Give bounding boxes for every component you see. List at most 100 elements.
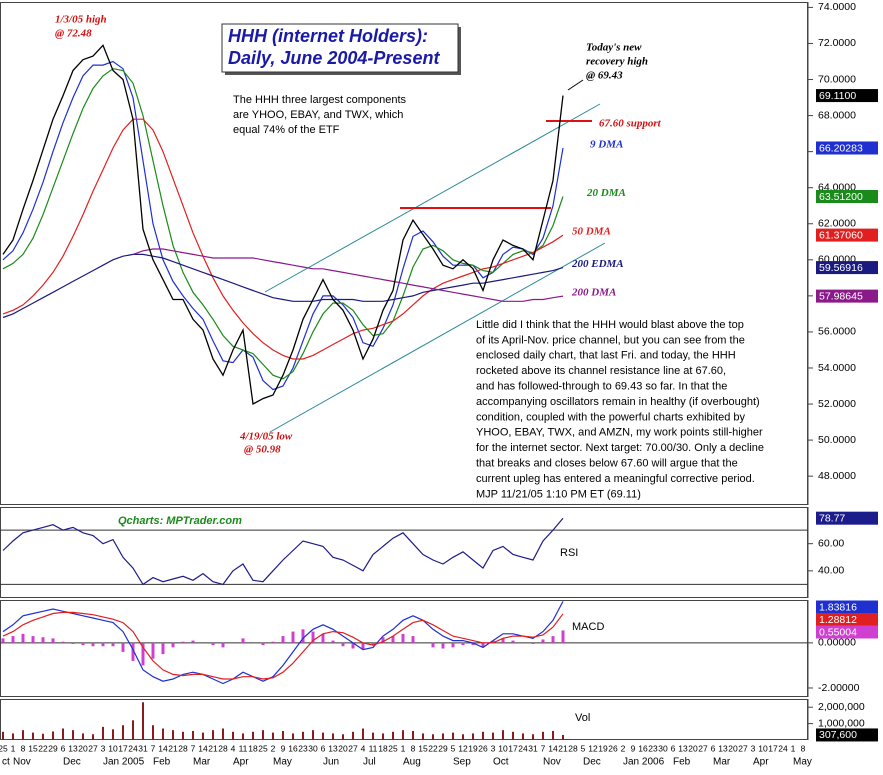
histogram-bar	[551, 636, 555, 643]
annotation: 67.60 support	[599, 118, 662, 130]
histogram-bar	[71, 642, 75, 644]
x-tick-label: 24	[128, 743, 138, 753]
histogram-bar	[111, 642, 115, 647]
histogram-bar	[431, 642, 435, 648]
histogram-bar	[31, 636, 35, 643]
volume-bar	[132, 720, 134, 740]
x-tick-label: 29	[438, 743, 448, 753]
x-tick-label: 25	[258, 743, 268, 753]
histogram-bar	[81, 642, 85, 646]
badge-label: 63.51200	[819, 191, 863, 203]
badge-label: 1.83816	[819, 601, 857, 613]
x-tick-label: 6	[671, 743, 676, 753]
x-tick-label: 17	[508, 743, 518, 753]
annotation: 4/19/05 low	[239, 431, 293, 443]
volume-bar	[342, 734, 344, 740]
chart-title: HHH (internet Holders):	[228, 26, 428, 46]
badge-label: 61.37060	[819, 229, 863, 241]
histogram-bar	[101, 642, 105, 647]
value-badge	[816, 289, 878, 303]
value-badge	[816, 613, 878, 626]
histogram-bar	[331, 640, 335, 643]
x-tick-label: 21	[558, 743, 568, 753]
commentary-text: MJP 11/21/05 1:10 PM ET (69.11)	[476, 488, 641, 500]
volume-bar	[392, 731, 394, 740]
x-tick-label: 9	[631, 743, 636, 753]
commentary-text: condition, coupled with the powerful cha…	[476, 411, 746, 423]
volume-bar	[452, 732, 454, 740]
histogram-bar	[321, 633, 325, 643]
x-tick-label: 2	[271, 743, 276, 753]
y-tick-label: 56.0000	[818, 326, 856, 338]
commentary-text: YHOO, EBAY, TWX, and AMZN, my work point…	[476, 427, 763, 439]
commentary-text: Little did I think that the HHH would bl…	[476, 319, 744, 331]
badge-label: 69.1100	[819, 90, 856, 102]
histogram-bar	[371, 642, 375, 646]
month-label: Jan 2006	[623, 757, 665, 768]
commentary-text: for the internet sector. Next target: 70…	[476, 442, 764, 454]
histogram-bar	[181, 641, 185, 643]
x-tick-label: 20	[688, 743, 698, 753]
volume-bar	[302, 731, 304, 740]
commentary-text: and has followed-through to 69.43 so far…	[476, 381, 727, 393]
histogram-bar	[261, 642, 265, 646]
volume-bar	[502, 730, 504, 740]
chart-title: Daily, June 2004-Present	[228, 48, 440, 68]
volume-bar	[532, 734, 534, 740]
volume-bar	[122, 725, 124, 740]
series-label: 20 DMA	[586, 187, 626, 199]
value-badge	[816, 141, 878, 155]
y-tick-label: 48.0000	[818, 470, 856, 482]
price-line	[2, 44, 564, 406]
volume-bar	[482, 731, 484, 740]
x-tick-label: 7	[151, 743, 156, 753]
y-tick-label: 68.0000	[818, 109, 856, 121]
month-label: Apr	[753, 757, 769, 768]
series-line	[2, 611, 564, 680]
y-tick-label: 40.00	[818, 565, 844, 577]
histogram-bar	[511, 640, 515, 643]
histogram-bar	[411, 636, 415, 643]
y-tick-label: -2.00000	[818, 682, 860, 694]
volume-bar	[422, 733, 424, 740]
x-tick-label: 6	[61, 743, 66, 753]
x-tick-label: 12	[458, 743, 468, 753]
commentary-text: accompanying oscillators remain in healt…	[476, 396, 760, 408]
histogram-bar	[171, 642, 175, 648]
volume-bar	[372, 732, 374, 740]
histogram-bar	[141, 642, 145, 666]
x-tick-label: 10	[758, 743, 768, 753]
y-tick-label: 50.0000	[818, 434, 856, 446]
x-tick-label: 13	[328, 743, 338, 753]
volume-bar	[332, 733, 334, 740]
histogram-bar	[151, 642, 155, 659]
histogram-bar	[41, 637, 45, 643]
x-tick-label: 18	[378, 743, 388, 753]
x-tick-label: 13	[678, 743, 688, 753]
month-label: Apr	[233, 757, 249, 768]
x-tick-label: 14	[158, 743, 168, 753]
volume-bar	[22, 730, 24, 740]
x-tick-label: 28	[218, 743, 228, 753]
x-tick-label: 3	[101, 743, 106, 753]
value-badge	[816, 261, 878, 275]
note-text: are YHOO, EBAY, and TWX, which	[233, 109, 403, 121]
x-tick-label: 31	[528, 743, 538, 753]
volume-bar	[142, 702, 144, 740]
histogram-bar	[211, 642, 215, 646]
histogram-bar	[121, 642, 125, 652]
value-badge	[816, 89, 878, 103]
histogram-bar	[381, 637, 385, 643]
x-tick-label: 29	[48, 743, 58, 753]
histogram-bar	[51, 638, 55, 643]
volume-bar	[552, 730, 554, 740]
x-tick-label: 3	[491, 743, 496, 753]
volume-bar	[112, 729, 114, 740]
volume-bar	[352, 731, 354, 740]
series-label: 200 EDMA	[571, 258, 624, 270]
x-tick-label: 27	[738, 743, 748, 753]
value-badge	[816, 728, 878, 742]
volume-bar	[402, 730, 404, 740]
month-label: Mar	[713, 757, 731, 768]
